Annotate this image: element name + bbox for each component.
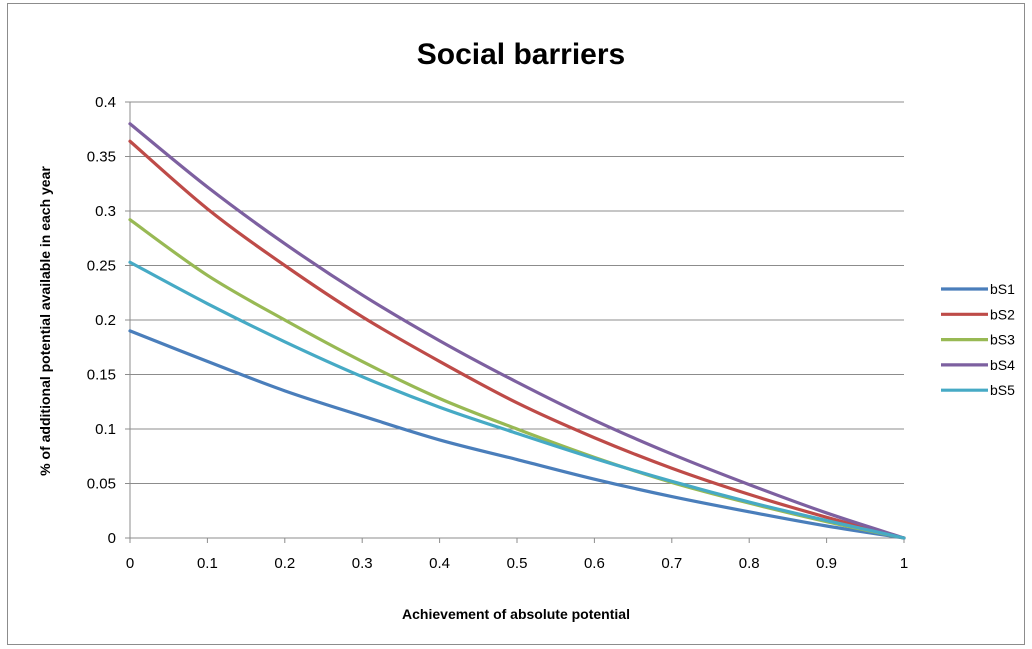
series-line-bs4	[128, 122, 906, 540]
grid-lines	[130, 101, 904, 484]
x-tick-label: 1	[900, 555, 908, 572]
y-tick-label: 0	[108, 530, 116, 547]
x-tick-label: 0.3	[352, 555, 373, 572]
y-tick-label: 0.15	[87, 367, 116, 384]
legend-label-bs1: bS1	[990, 281, 1015, 297]
x-tick-label: 0.1	[197, 555, 218, 572]
legend-label-bs2: bS2	[990, 306, 1015, 322]
legend-label-bs5: bS5	[990, 382, 1015, 398]
x-tick-label: 0.6	[584, 555, 605, 572]
y-tick-label: 0.3	[95, 203, 116, 220]
x-tick-label: 0.7	[661, 555, 682, 572]
legend-label-bs4: bS4	[990, 357, 1015, 373]
y-tick-label: 0.1	[95, 421, 116, 438]
y-tick-label: 0.05	[87, 476, 116, 493]
y-tick-labels: 0 0.05 0.1 0.15 0.2 0.25 0.3 0.35 0.4	[87, 94, 116, 547]
legend: bS1 bS2 bS3 bS4 bS5	[941, 281, 1015, 398]
axes	[125, 101, 905, 543]
y-tick-label: 0.35	[87, 149, 116, 166]
x-axis-title: Achievement of absolute potential	[402, 606, 630, 622]
y-tick-label: 0.25	[87, 258, 116, 275]
x-tick-label: 0.5	[507, 555, 528, 572]
series-line-bs5	[128, 260, 906, 540]
series-line-bs1	[128, 329, 906, 540]
x-tick-label: 0.4	[429, 555, 450, 572]
legend-label-bs3: bS3	[990, 332, 1015, 348]
series-line-bs3	[128, 218, 906, 540]
x-tick-labels: 0 0.1 0.2 0.3 0.4 0.5 0.6 0.7 0.8 0.9 1	[126, 555, 908, 572]
series-lines	[128, 122, 906, 540]
x-tick-label: 0.2	[274, 555, 295, 572]
y-tick-label: 0.4	[95, 94, 116, 111]
y-tick-label: 0.2	[95, 312, 116, 329]
y-axis-title: % of additional potential available in e…	[37, 166, 53, 476]
chart-title: Social barriers	[417, 38, 625, 71]
x-tick-label: 0.8	[739, 555, 760, 572]
x-tick-label: 0	[126, 555, 134, 572]
x-tick-label: 0.9	[816, 555, 837, 572]
series-line-bs2	[128, 139, 906, 540]
